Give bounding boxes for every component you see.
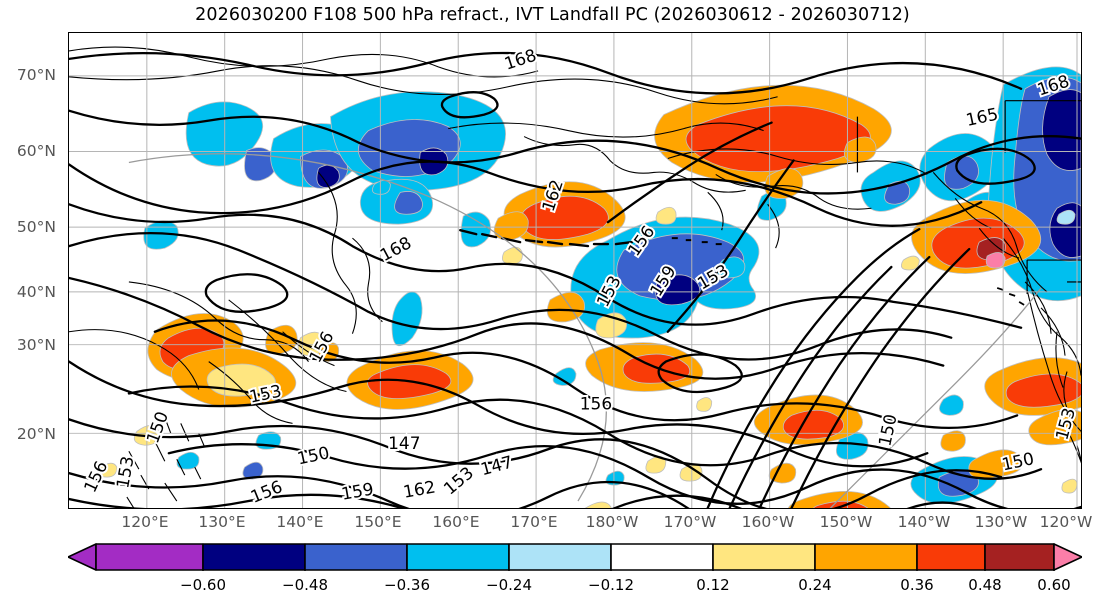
colorbar-tick-label: 0.48 — [968, 576, 1002, 594]
colorbar-swatch — [202, 543, 306, 571]
contour-label: 168 — [502, 45, 539, 74]
x-tick-label: 140°E — [276, 513, 324, 531]
colorbar-swatch — [508, 543, 612, 571]
colorbar-tick-label: −0.12 — [588, 576, 634, 594]
colorbar-tick-label: 0.24 — [798, 576, 832, 594]
y-tick-label: 40°N — [16, 283, 56, 301]
colorbar-swatch — [406, 543, 510, 571]
contour-label: 162 — [402, 477, 437, 502]
contour-label: 165 — [964, 104, 1000, 130]
contour-label: 150 — [295, 442, 331, 468]
grid-layer — [69, 33, 1081, 508]
colorbar-canvas — [68, 543, 1082, 571]
x-tick-label: 170°W — [663, 513, 717, 531]
colorbar-swatch — [814, 543, 918, 571]
colorbar-tick-label: 0.36 — [900, 576, 934, 594]
contour-label: 153 — [440, 462, 478, 498]
x-tick-label: 150°W — [819, 513, 873, 531]
contour-label: 156 — [580, 393, 612, 413]
colorbar-tick-label: 0.12 — [696, 576, 730, 594]
y-tick-label: 50°N — [16, 218, 56, 236]
x-tick-label: 130°E — [198, 513, 246, 531]
great-circle-arc — [128, 153, 1042, 508]
contour-label: 147 — [388, 433, 420, 453]
map-canvas: 168 168 162 156 159 153 153 156 153 156 … — [69, 33, 1081, 508]
colorbar-tick-label: −0.60 — [180, 576, 226, 594]
x-tick-label: 130°W — [974, 513, 1028, 531]
colorbar-swatch — [916, 543, 986, 571]
x-tick-label: 120°W — [1039, 513, 1093, 531]
colorbar-tick-label: −0.48 — [282, 576, 328, 594]
colorbar-swatch — [95, 543, 204, 571]
y-tick-label: 70°N — [16, 66, 56, 84]
x-tick-label: 170°E — [510, 513, 558, 531]
y-tick-label: 60°N — [16, 142, 56, 160]
map-plot-area[interactable]: 168 168 162 156 159 153 153 156 153 156 … — [68, 32, 1082, 509]
x-tick-label: 160°E — [432, 513, 480, 531]
x-tick-label: 180°W — [585, 513, 639, 531]
colorbar[interactable] — [68, 543, 1082, 571]
border-layer — [856, 100, 1081, 294]
page-title: 2026030200 F108 500 hPa refract., IVT La… — [195, 5, 910, 25]
colorbar-swatch — [712, 543, 816, 571]
y-tick-label: 30°N — [16, 336, 56, 354]
contour-label: 168 — [377, 232, 415, 265]
colorbar-swatch — [304, 543, 408, 571]
x-tick-label: 160°W — [741, 513, 795, 531]
contour-layer — [69, 51, 1081, 508]
y-tick-label: 20°N — [16, 425, 56, 443]
contour-label: 156 — [248, 476, 286, 507]
x-tick-label: 140°W — [897, 513, 951, 531]
colorbar-swatch — [984, 543, 1055, 571]
colorbar-extend-max — [1053, 543, 1082, 571]
colorbar-tick-label: 0.60 — [1037, 576, 1071, 594]
x-tick-label: 150°E — [354, 513, 402, 531]
colorbar-extend-min — [68, 543, 97, 571]
filled-contour-layer — [98, 66, 1081, 508]
colorbar-tick-label: −0.24 — [486, 576, 532, 594]
colorbar-swatch — [610, 543, 714, 571]
contour-label: 153 — [112, 454, 137, 489]
colorbar-tick-label: −0.36 — [384, 576, 430, 594]
coastline-layer — [69, 46, 1081, 508]
x-tick-label: 120°E — [121, 513, 169, 531]
